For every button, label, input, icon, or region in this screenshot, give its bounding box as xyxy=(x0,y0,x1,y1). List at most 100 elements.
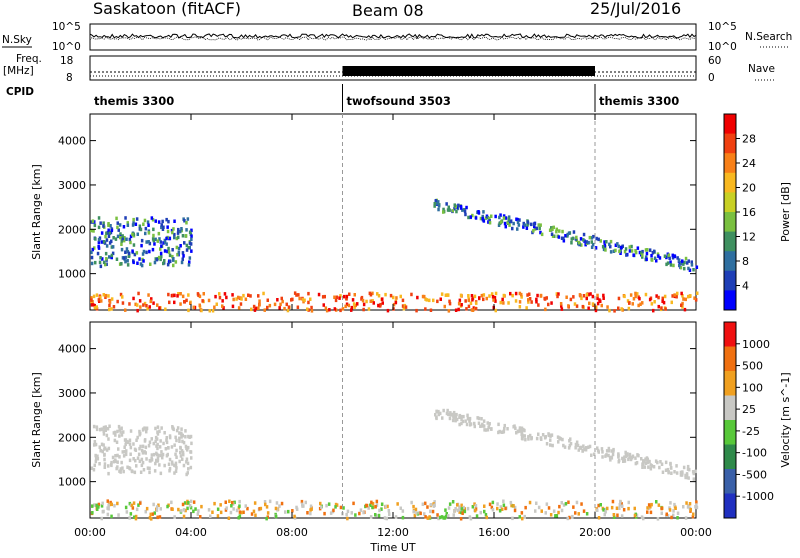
echo-cell xyxy=(180,227,183,231)
echo-cell xyxy=(128,438,132,442)
echo-cell xyxy=(446,408,449,413)
echo-cell xyxy=(173,235,176,240)
echo-cell xyxy=(126,259,129,263)
echo-cell xyxy=(501,507,504,511)
echo-cell xyxy=(448,301,452,306)
echo-cell xyxy=(124,308,127,312)
echo-cell xyxy=(369,515,373,519)
echo-cell xyxy=(134,222,138,226)
echo-cell xyxy=(106,512,110,517)
echo-cell xyxy=(517,223,521,227)
echo-cell xyxy=(182,508,186,512)
echo-cell xyxy=(185,298,188,303)
echo-cell xyxy=(510,503,513,508)
colorbar-bin xyxy=(724,395,736,421)
echo-cell xyxy=(154,426,157,431)
echo-cell xyxy=(133,252,137,257)
echo-cell xyxy=(132,260,135,265)
echo-cell xyxy=(494,308,497,313)
echo-cell xyxy=(589,292,592,296)
echo-cell xyxy=(535,436,539,441)
echo-cell xyxy=(116,234,120,239)
echo-cell xyxy=(664,468,668,472)
echo-cell xyxy=(118,455,121,459)
echo-cell xyxy=(597,516,601,520)
echo-cell xyxy=(116,429,119,434)
echo-cell xyxy=(113,504,116,508)
echo-cell xyxy=(482,424,486,428)
echo-cell xyxy=(462,505,465,510)
echo-cell xyxy=(458,298,462,303)
echo-cell xyxy=(421,294,425,299)
echo-cell xyxy=(266,305,269,310)
echo-cell xyxy=(148,458,152,463)
echo-cell xyxy=(377,294,381,298)
echo-cell xyxy=(443,516,447,520)
echo-cell xyxy=(496,506,499,511)
echo-cell xyxy=(168,457,172,462)
echo-cell xyxy=(92,229,95,233)
echo-cell xyxy=(177,246,181,251)
echo-cell xyxy=(150,453,154,457)
echo-cell xyxy=(358,511,361,516)
echo-cell xyxy=(174,435,177,440)
echo-cell xyxy=(583,447,586,452)
echo-cell xyxy=(569,297,573,302)
echo-cell xyxy=(681,471,684,476)
echo-cell xyxy=(655,259,658,263)
echo-cell xyxy=(499,505,502,509)
echo-cell xyxy=(102,429,105,433)
echo-cell xyxy=(648,297,652,302)
echo-cell xyxy=(97,216,101,220)
echo-cell xyxy=(244,297,248,301)
echo-cell xyxy=(512,221,515,226)
echo-cell xyxy=(476,416,479,420)
echo-cell xyxy=(167,446,170,450)
echo-cell xyxy=(380,507,383,511)
echo-cell xyxy=(392,295,395,300)
echo-cell xyxy=(104,251,108,256)
echo-cell xyxy=(175,245,179,250)
echo-cell xyxy=(462,414,465,419)
echo-cell xyxy=(100,516,103,521)
echo-cell xyxy=(171,426,175,430)
echo-cell xyxy=(434,413,437,417)
echo-cell xyxy=(492,298,495,302)
echo-cell xyxy=(179,244,182,248)
echo-cell xyxy=(92,468,96,472)
echo-cell xyxy=(623,249,627,254)
echo-cell xyxy=(550,433,554,437)
echo-cell xyxy=(666,261,670,265)
echo-cell xyxy=(617,306,620,310)
echo-cell xyxy=(539,293,543,298)
echo-cell xyxy=(612,449,615,453)
echo-cell xyxy=(663,254,667,258)
echo-cell xyxy=(155,505,159,509)
echo-cell xyxy=(641,465,644,469)
echo-cell xyxy=(640,251,643,255)
echo-cell xyxy=(140,448,144,453)
echo-cell xyxy=(192,305,195,310)
echo-cell xyxy=(365,299,368,304)
echo-cell xyxy=(668,508,672,512)
nsearch-tick-top: 10^5 xyxy=(708,21,737,33)
echo-cell xyxy=(681,259,684,263)
echo-cell xyxy=(126,263,130,267)
echo-cell xyxy=(665,512,668,516)
echo-cell xyxy=(189,242,193,246)
echo-cell xyxy=(459,507,462,512)
echo-cell xyxy=(611,452,615,457)
echo-cell xyxy=(144,226,148,231)
echo-cell xyxy=(416,295,419,300)
echo-cell xyxy=(634,250,638,255)
echo-cell xyxy=(524,437,527,442)
colorbar-tick-label: 8 xyxy=(742,255,749,268)
echo-cell xyxy=(541,433,545,437)
echo-cell xyxy=(436,513,439,517)
echo-cell xyxy=(424,501,427,506)
echo-cell xyxy=(503,426,506,431)
echo-cell xyxy=(116,453,119,458)
echo-cell xyxy=(677,258,681,262)
echo-cell xyxy=(179,454,183,458)
echo-cell xyxy=(179,229,182,234)
